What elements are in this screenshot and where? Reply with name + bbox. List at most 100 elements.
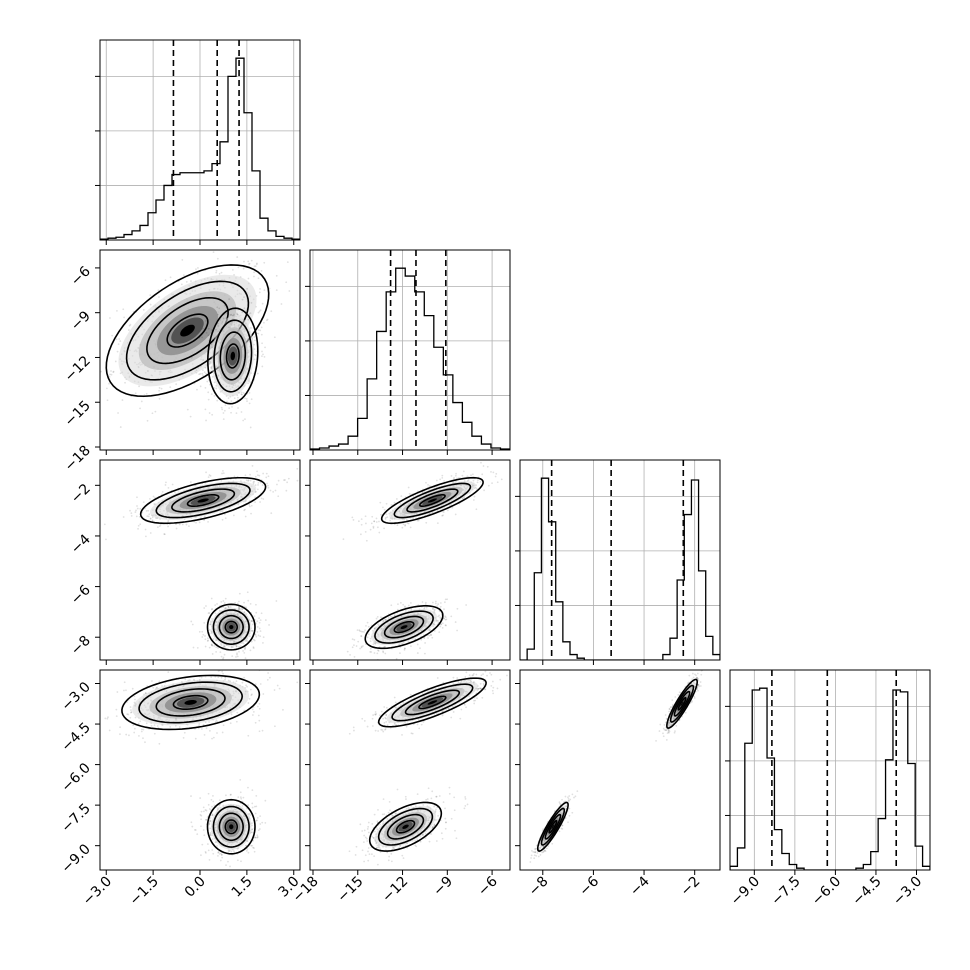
sample-point [395, 657, 398, 660]
sample-point [231, 406, 233, 408]
sample-point [147, 509, 150, 512]
sample-point [380, 513, 382, 516]
sample-point [277, 495, 280, 498]
sample-point [389, 519, 392, 522]
sample-point [133, 727, 136, 730]
sample-point [225, 306, 228, 309]
sample-point [456, 607, 459, 610]
sample-point [84, 710, 86, 712]
sample-point [244, 657, 247, 660]
sample-point [145, 722, 148, 725]
sample-point [119, 426, 122, 428]
histogram-p1 [100, 57, 300, 240]
sample-point [203, 515, 206, 518]
sample-point [222, 672, 224, 675]
sample-point [237, 396, 239, 399]
sample-point [222, 412, 225, 414]
sample-point [486, 465, 489, 468]
axes-frame [309, 249, 511, 451]
sample-point [407, 604, 410, 607]
sample-point [487, 484, 490, 487]
sample-point [366, 621, 369, 624]
sample-point [261, 342, 263, 345]
sample-point [439, 602, 442, 604]
contour-3 [105, 264, 270, 398]
sample-point [404, 605, 406, 608]
sample-point [236, 256, 239, 258]
sample-point [259, 309, 262, 311]
sample-point [220, 271, 223, 274]
sample-point [372, 643, 375, 646]
sample-point [369, 640, 372, 643]
sample-point [235, 720, 238, 723]
sample-point [87, 395, 89, 397]
sample-point [119, 733, 121, 736]
sample-point [201, 843, 204, 846]
sample-point [139, 720, 142, 723]
sample-point [137, 722, 140, 725]
sample-point [121, 480, 123, 482]
sample-point [188, 525, 190, 527]
sample-point [216, 732, 218, 734]
sample-point [473, 495, 476, 498]
sample-point [234, 601, 237, 604]
sample-point [404, 524, 406, 527]
sample-point [220, 655, 223, 658]
sample-point [263, 321, 265, 324]
sample-point [192, 646, 195, 649]
sample-point [205, 605, 207, 607]
sample-point [14, 393, 16, 395]
sample-point [195, 268, 197, 271]
sample-point [217, 807, 219, 809]
sample-point [446, 509, 449, 512]
sample-point [250, 504, 253, 507]
sample-point [252, 638, 255, 641]
sample-point [379, 501, 382, 504]
sample-point [260, 326, 263, 329]
sample-point [129, 716, 132, 719]
sample-point [122, 308, 125, 311]
sample-point [211, 653, 214, 655]
sample-point [196, 388, 198, 391]
sample-point [90, 384, 92, 386]
sample-point [245, 398, 248, 400]
sample-point [496, 481, 499, 484]
sample-point [112, 370, 115, 373]
sample-point [204, 386, 207, 389]
sample-point [441, 622, 444, 625]
sample-point [125, 733, 128, 736]
sample-point [153, 732, 156, 735]
sample-point [442, 514, 444, 517]
sample-point [209, 629, 211, 631]
sample-point [425, 481, 427, 484]
sample-point [198, 666, 200, 668]
sample-point [369, 651, 372, 653]
sample-point [408, 492, 411, 495]
sample-point [257, 332, 260, 335]
sample-point [255, 611, 258, 614]
sample-point [249, 602, 252, 605]
sample-point [243, 652, 246, 654]
sample-point [223, 409, 226, 412]
sample-point [409, 526, 412, 529]
sample-point [199, 365, 202, 368]
sample-point [383, 527, 385, 530]
sample-point [242, 650, 244, 652]
sample-point [243, 601, 245, 604]
sample-point [190, 356, 193, 359]
sample-point [235, 680, 238, 683]
sample-point [240, 393, 243, 396]
sample-point [204, 638, 207, 641]
sample-point [365, 624, 367, 627]
sample-point [89, 401, 91, 403]
sample-point [470, 474, 472, 477]
sample-point [247, 480, 250, 482]
sample-point [254, 475, 257, 478]
sample-point [207, 391, 210, 394]
sample-point [118, 338, 121, 340]
sample-point [211, 341, 214, 344]
sample-point [229, 314, 232, 316]
sample-point [248, 391, 251, 394]
sample-point [123, 681, 126, 684]
sample-point [283, 479, 285, 481]
